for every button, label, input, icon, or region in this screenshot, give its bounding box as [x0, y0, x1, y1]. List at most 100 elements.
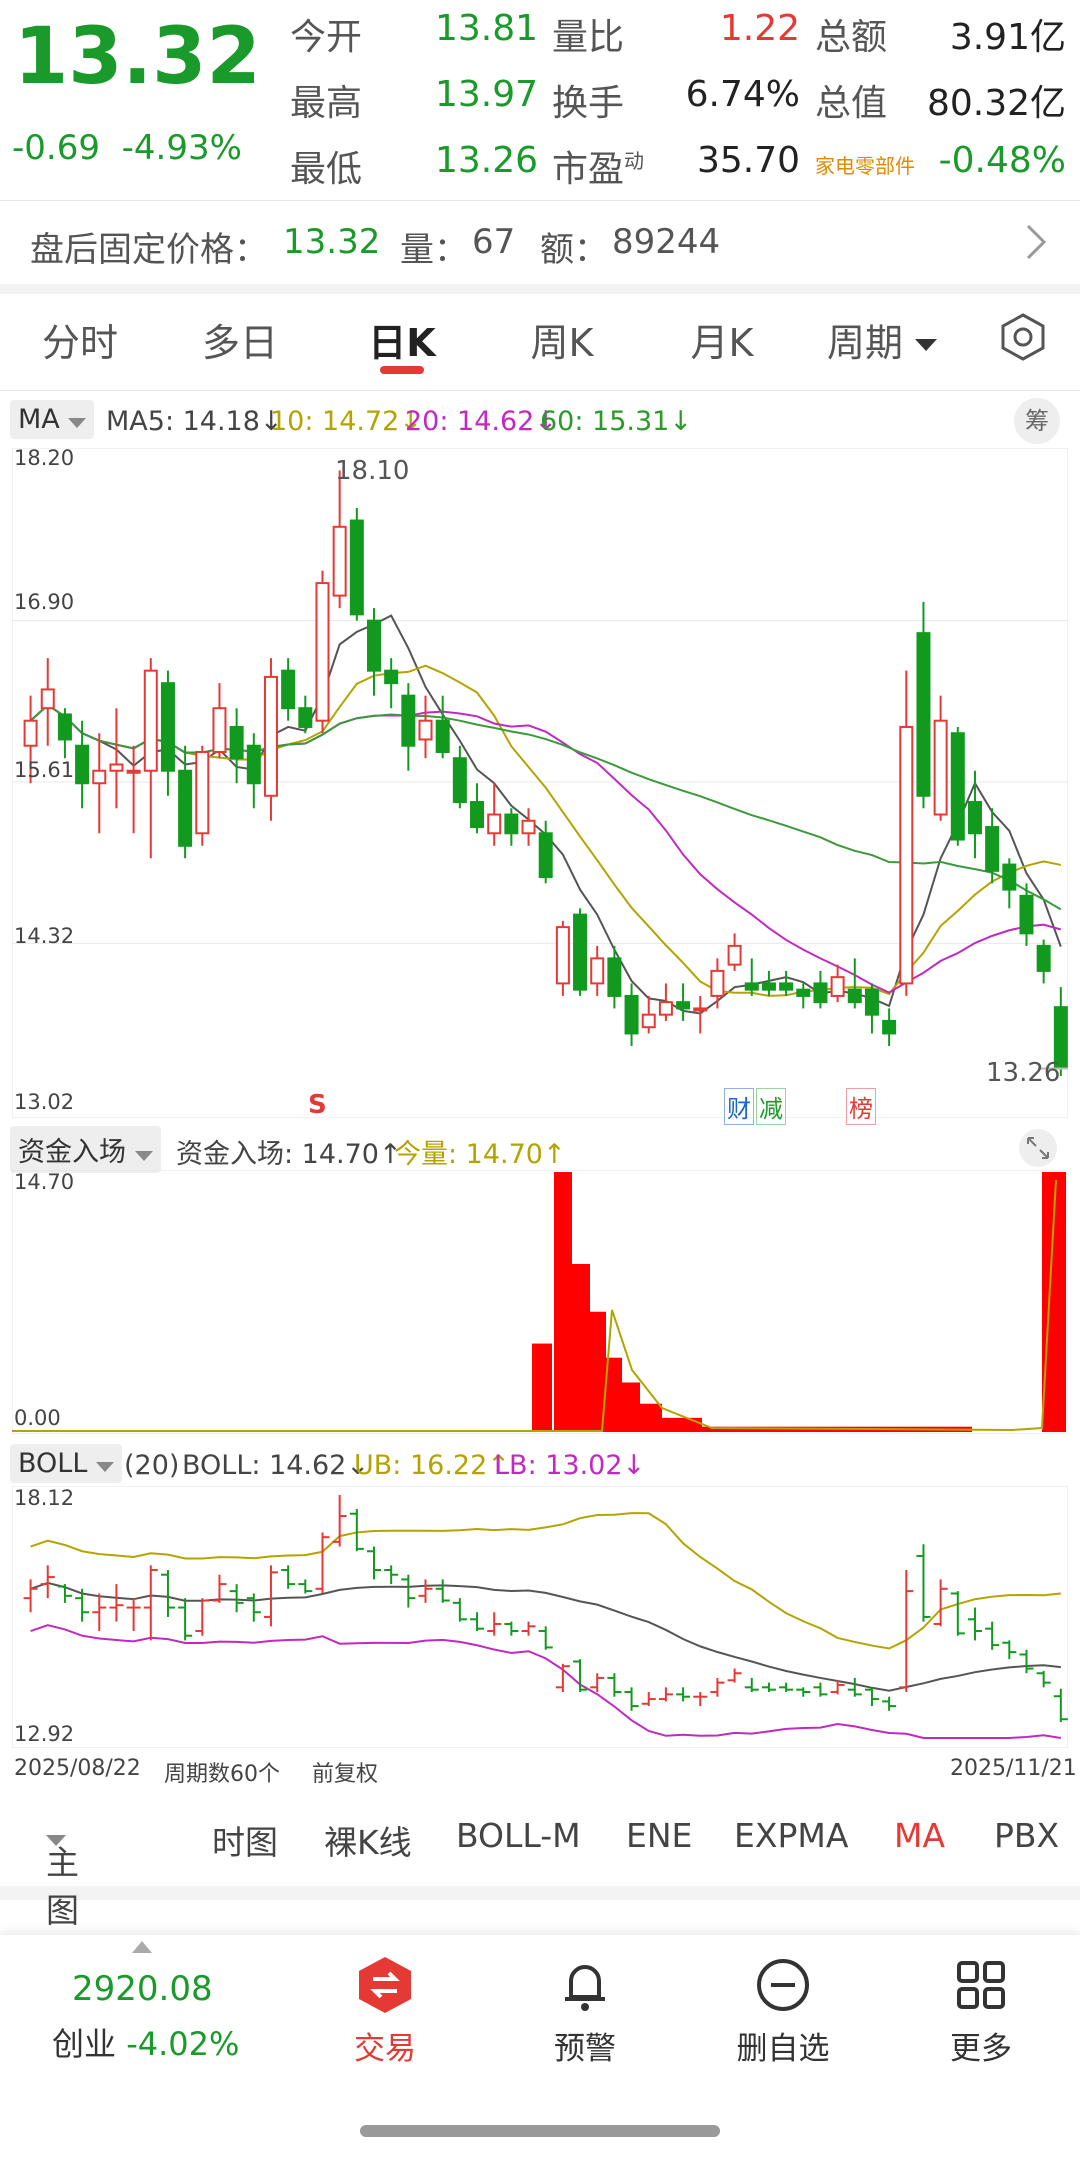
candle-body — [899, 725, 914, 985]
ranking-event-marker[interactable]: 榜 — [846, 1088, 876, 1125]
candle-body — [727, 944, 742, 966]
adjust-mode[interactable]: 前复权 — [312, 1762, 379, 1787]
candle-body — [882, 1019, 897, 1035]
settings-hexagon-icon[interactable] — [998, 312, 1048, 362]
tab-pbx[interactable]: PBX — [994, 1816, 1060, 1855]
boll-lower-line — [30, 1624, 1061, 1739]
candle-body — [864, 988, 879, 1016]
chip-distribution-button[interactable]: 筹 — [1014, 398, 1060, 444]
tab-multiday[interactable]: 多日 — [201, 321, 278, 365]
reduce-event-marker[interactable]: 减 — [756, 1088, 786, 1125]
after-hours-amount: 89244 — [612, 222, 721, 262]
after-hours-price: 13.32 — [283, 222, 381, 262]
candle-body — [349, 519, 364, 616]
tab-bare-kline[interactable]: 裸K线 — [324, 1823, 412, 1862]
candle-body — [538, 832, 553, 879]
candle-body — [607, 957, 622, 997]
pe-value: 35.70 — [696, 140, 800, 181]
nav-more[interactable]: 更多 — [911, 1953, 1051, 2068]
high-price-marker: 18.10 — [335, 456, 410, 486]
candle-body — [693, 1007, 708, 1012]
fund-axis-bottom: 0.00 — [14, 1406, 61, 1430]
y-axis-label-2: 16.90 — [14, 590, 75, 614]
tab-monthly-k[interactable]: 月K — [690, 321, 754, 365]
tab-expma[interactable]: EXPMA — [734, 1816, 849, 1855]
end-date: 2025/11/21 — [950, 1756, 1077, 1781]
nav-remove-watchlist[interactable]: 删自选 — [713, 1953, 853, 2068]
candle-body — [246, 744, 261, 785]
nav-more-label: 更多 — [950, 2031, 1012, 2067]
index-value[interactable]: 2920.08 — [72, 1969, 213, 2009]
candle-body — [796, 988, 811, 997]
tab-weekly-k[interactable]: 周K — [530, 321, 594, 365]
low-price-marker: 13.26 — [986, 1058, 1061, 1088]
tab-period-label: 周期 — [826, 321, 903, 365]
fund-today-value: 今量: 14.70↑ — [394, 1139, 566, 1170]
boll-axis-top: 18.12 — [14, 1486, 75, 1510]
candle-body — [830, 976, 845, 997]
boll-period: (20) — [124, 1450, 180, 1481]
pe-label-text: 市盈 — [552, 149, 625, 190]
fund-selector-label: 资金入场 — [18, 1137, 126, 1168]
start-date: 2025/08/22 — [14, 1756, 141, 1781]
tab-boll-m[interactable]: BOLL-M — [456, 1816, 581, 1855]
after-hours-label: 盘后固定价格： — [30, 230, 268, 270]
tab-time-chart[interactable]: 时图 — [212, 1823, 278, 1862]
open-label: 今开 — [290, 17, 363, 58]
trade-icon — [359, 1957, 411, 2013]
indicator-tabs: 主图 时图 裸K线 BOLL-M ENE EXPMA MA PBX — [0, 1796, 1080, 1930]
after-hours-amount-label: 额： — [540, 230, 608, 270]
finance-event-marker[interactable]: 财 — [724, 1088, 754, 1125]
boll-indicator-selector[interactable]: BOLL — [10, 1444, 122, 1483]
nav-alert[interactable]: 预警 — [515, 1953, 655, 2068]
candle-body — [92, 769, 107, 785]
candle-body — [195, 750, 210, 835]
candle-body — [470, 801, 485, 829]
tab-intraday[interactable]: 分时 — [41, 321, 118, 365]
tab-ma[interactable]: MA — [894, 1816, 946, 1855]
index-summary[interactable]: 创业 -4.02% — [52, 2019, 239, 2065]
candle-body — [452, 757, 467, 804]
fund-flow-chart[interactable] — [12, 1170, 1068, 1434]
main-chart-selector[interactable]: 主图 — [46, 1816, 79, 1930]
index-percent: -4.02% — [126, 2025, 240, 2063]
fund-indicator-selector[interactable]: 资金入场 — [10, 1126, 161, 1173]
pe-label: 市盈动 — [552, 140, 644, 192]
main-indicator-selector[interactable]: MA — [10, 400, 95, 439]
candle-body — [487, 813, 502, 835]
tab-period[interactable]: 周期 — [812, 312, 952, 367]
ma10-value: 10: 14.72↓ — [270, 406, 422, 437]
boll-upper-line — [30, 1512, 1061, 1650]
expand-icon[interactable] — [1018, 1128, 1058, 1168]
caret-down-icon — [46, 1835, 66, 1846]
tab-ene[interactable]: ENE — [626, 1816, 693, 1855]
candle-body — [641, 1013, 656, 1029]
candle-body — [916, 632, 931, 797]
sector-name[interactable]: 家电零部件 — [815, 154, 915, 178]
caret-down-icon — [134, 1151, 153, 1161]
candle-body — [933, 719, 948, 816]
candle-body — [710, 969, 725, 997]
candle-body — [590, 957, 605, 985]
boll-selector-label: BOLL — [18, 1448, 88, 1479]
sell-signal-marker[interactable]: S — [308, 1090, 327, 1120]
candle-body — [555, 926, 570, 985]
boll-chart[interactable] — [12, 1486, 1068, 1748]
volume-ratio-value: 1.22 — [719, 8, 800, 49]
nav-alert-label: 预警 — [554, 2031, 616, 2067]
boll-axis-bottom: 12.92 — [14, 1722, 75, 1746]
nav-trade[interactable]: 交易 — [315, 1953, 455, 2068]
candle-body — [985, 826, 1000, 872]
change-percent: -4.93% — [121, 128, 242, 168]
candle-body — [57, 713, 72, 741]
remove-circle-icon — [757, 1959, 809, 2011]
fund-bar — [606, 1357, 622, 1432]
price-change: -0.69 -4.93% — [12, 128, 242, 168]
market-cap-label: 总值 — [815, 83, 888, 124]
high-label: 最高 — [290, 83, 363, 124]
candlestick-chart[interactable] — [12, 448, 1068, 1118]
after-hours-row[interactable]: 盘后固定价格： 13.32 量： 67 额： 89244 — [0, 200, 1080, 294]
tab-daily-k[interactable]: 日K — [368, 321, 436, 365]
fund-bar — [662, 1417, 702, 1432]
grid-icon — [957, 1961, 1005, 2009]
